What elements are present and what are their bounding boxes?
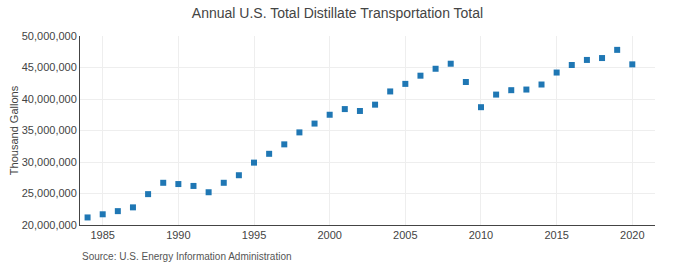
svg-text:1995: 1995 — [242, 229, 266, 241]
svg-text:20,000,000: 20,000,000 — [22, 219, 77, 231]
svg-text:2000: 2000 — [317, 229, 341, 241]
svg-text:Source: U.S. Energy Informatio: Source: U.S. Energy Information Administ… — [82, 251, 292, 262]
svg-text:2005: 2005 — [393, 229, 417, 241]
svg-text:2015: 2015 — [544, 229, 568, 241]
svg-text:30,000,000: 30,000,000 — [22, 156, 77, 168]
svg-text:2010: 2010 — [469, 229, 493, 241]
svg-text:Annual U.S. Total Distillate T: Annual U.S. Total Distillate Transportat… — [192, 5, 483, 21]
svg-text:Thousand Gallons: Thousand Gallons — [8, 85, 20, 175]
svg-text:35,000,000: 35,000,000 — [22, 124, 77, 136]
svg-text:45,000,000: 45,000,000 — [22, 61, 77, 73]
svg-text:1990: 1990 — [166, 229, 190, 241]
svg-text:2020: 2020 — [620, 229, 644, 241]
svg-text:25,000,000: 25,000,000 — [22, 187, 77, 199]
svg-text:1985: 1985 — [90, 229, 114, 241]
svg-text:40,000,000: 40,000,000 — [22, 93, 77, 105]
svg-text:50,000,000: 50,000,000 — [22, 30, 77, 42]
